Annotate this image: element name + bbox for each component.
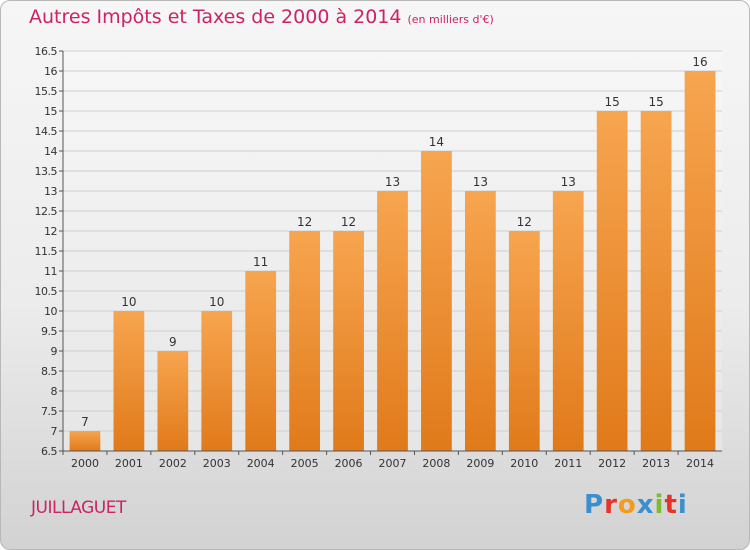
bar-value-label: 9 — [169, 335, 177, 349]
y-tick-label: 15.5 — [35, 85, 58, 98]
logo-letter: o — [617, 490, 637, 520]
y-tick-label: 13.5 — [35, 165, 58, 178]
y-tick-label: 9 — [51, 345, 58, 358]
bar-value-label: 11 — [253, 255, 268, 269]
proxiti-logo: Proxiti — [584, 490, 688, 520]
y-tick-label: 8 — [51, 385, 58, 398]
x-tick-label: 2011 — [554, 457, 582, 470]
chart-title: Autres Impôts et Taxes de 2000 à 2014 (en… — [29, 6, 494, 28]
logo-letter: i — [677, 490, 688, 520]
y-tick-label: 16 — [44, 65, 57, 78]
location-label: JUILLAGUET — [31, 498, 126, 518]
bar — [377, 191, 408, 451]
y-tick-label: 7.5 — [41, 405, 57, 418]
bar — [69, 431, 101, 451]
y-tick-label: 10.5 — [35, 285, 58, 298]
bar — [201, 311, 233, 451]
y-tick-label: 12 — [44, 225, 57, 238]
bar — [157, 351, 189, 451]
bar — [464, 191, 496, 451]
bar — [640, 111, 672, 451]
logo-letter: P — [584, 490, 605, 520]
bar-value-label: 10 — [209, 295, 224, 309]
y-tick-label: 12.5 — [35, 205, 58, 218]
y-axis: 6.5 7 7.5 8 8.5 9 9.5 10 10.5 11 11.5 12 12.5 13 13.5 1… — [35, 45, 64, 458]
x-tick-label: 2001 — [115, 457, 143, 470]
y-tick-label: 14 — [44, 145, 57, 158]
x-tick-label: 2002 — [159, 457, 187, 470]
bar-value-label: 13 — [561, 175, 576, 189]
y-tick-label: 16.5 — [35, 45, 58, 58]
y-tick-label: 15 — [44, 105, 57, 118]
x-tick-label: 2005 — [291, 457, 319, 470]
x-tick-label: 2010 — [510, 457, 538, 470]
y-tick-label: 10 — [44, 305, 57, 318]
logo-letter: i — [654, 490, 665, 520]
bars: 7 10 9 10 11 12 12 13 14 13 12 13 15 15 16 — [69, 55, 716, 451]
bar — [245, 271, 277, 451]
bar — [508, 231, 540, 451]
x-tick-label: 2000 — [71, 457, 99, 470]
bar-value-label: 7 — [81, 415, 89, 429]
bar — [684, 71, 716, 451]
logo-letter: r — [604, 490, 618, 520]
y-tick-label: 11 — [44, 265, 57, 278]
bar — [552, 191, 584, 451]
x-tick-label: 2007 — [379, 457, 407, 470]
bar — [333, 231, 364, 451]
bar-value-label: 15 — [648, 95, 663, 109]
x-tick-label: 2008 — [422, 457, 450, 470]
x-axis: 2000 2001 2002 2003 2004 2005 2006 2007 2008 2009… — [62, 450, 722, 470]
bar-value-label: 12 — [517, 215, 532, 229]
y-tick-label: 6.5 — [41, 445, 57, 458]
logo-letter: x — [636, 490, 655, 520]
bar-value-label: 16 — [692, 55, 707, 69]
bar — [289, 231, 321, 451]
x-tick-label: 2014 — [686, 457, 714, 470]
x-tick-label: 2003 — [203, 457, 231, 470]
y-tick-label: 14.5 — [35, 125, 58, 138]
x-tick-label: 2013 — [642, 457, 670, 470]
x-tick-label: 2006 — [335, 457, 363, 470]
bar — [421, 151, 452, 451]
y-tick-label: 13 — [44, 185, 57, 198]
y-tick-label: 7 — [51, 425, 58, 438]
bar-value-label: 12 — [341, 215, 356, 229]
bar-value-label: 13 — [385, 175, 400, 189]
bar-value-label: 15 — [605, 95, 620, 109]
bar — [596, 111, 628, 451]
y-tick-label: 9.5 — [41, 325, 57, 338]
x-tick-label: 2012 — [598, 457, 626, 470]
x-tick-label: 2009 — [466, 457, 494, 470]
bar-value-label: 10 — [121, 295, 136, 309]
unit-label: (en milliers d'€) — [407, 13, 494, 26]
bar-value-label: 13 — [473, 175, 488, 189]
y-tick-label: 11.5 — [35, 245, 58, 258]
bar-value-label: 14 — [429, 135, 444, 149]
logo-letter: t — [664, 490, 678, 520]
bar-value-label: 12 — [297, 215, 312, 229]
title-text: Autres Impôts et Taxes de 2000 à 2014 — [29, 6, 402, 28]
x-tick-label: 2004 — [247, 457, 275, 470]
bar — [113, 311, 145, 451]
y-tick-label: 8.5 — [41, 365, 57, 378]
